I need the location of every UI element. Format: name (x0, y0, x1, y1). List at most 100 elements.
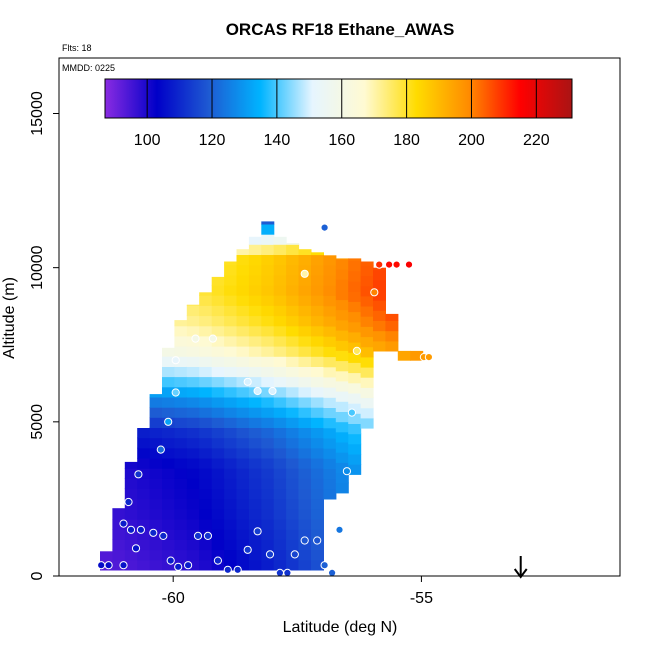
curtain-cell (236, 249, 250, 255)
curtain-cell (298, 325, 312, 337)
sample-point (404, 260, 414, 269)
curtain-cell (224, 305, 238, 317)
sample-point (124, 497, 133, 507)
curtain-cell (162, 347, 175, 357)
curtain-cell (298, 508, 312, 520)
curtain-cell (236, 295, 250, 306)
curtain-cell (311, 274, 324, 286)
curtain-cell (373, 300, 386, 311)
sample-point (156, 445, 165, 454)
curtain-cell (273, 407, 287, 418)
curtain-cell (311, 346, 324, 357)
curtain-cell (298, 437, 312, 449)
curtain-cell (224, 264, 238, 276)
curtain-cell (248, 295, 262, 306)
curtain-cell (360, 316, 374, 327)
curtain-cell (174, 457, 188, 469)
curtain-cell (186, 549, 200, 561)
curtain-cell (273, 559, 287, 571)
curtain-cell (286, 508, 300, 520)
curtain-cell (124, 529, 138, 540)
curtain-cell (311, 478, 324, 490)
curtain-cell (211, 417, 225, 428)
curtain-cell (286, 274, 300, 286)
curtain-cell (248, 508, 262, 520)
curtain-cell (149, 437, 163, 449)
curtain-cell (286, 407, 300, 418)
curtain-cell (273, 295, 287, 306)
curtain-cell (360, 265, 374, 276)
curtain-cell (224, 447, 238, 459)
curtain-cell (298, 386, 312, 398)
curtain-cell (224, 437, 238, 449)
curtain-cell (211, 468, 225, 479)
curtain-cell (162, 386, 175, 398)
curtain-cell (137, 457, 151, 469)
curtain-cell (124, 519, 138, 530)
curtain-cell (298, 447, 312, 459)
curtain-cell (199, 292, 213, 296)
curtain-cell (199, 447, 213, 459)
curtain-cell (186, 356, 200, 367)
curtain-cell (273, 519, 287, 530)
curtain-cell (311, 254, 324, 266)
curtain-cell (211, 407, 225, 418)
curtain-cell (174, 376, 188, 388)
curtain-cell (298, 249, 312, 255)
curtain-cell (261, 376, 275, 388)
curtain-cell (360, 261, 374, 266)
curtain-cell (286, 468, 300, 479)
curtain-cell (360, 377, 374, 388)
curtain-cell (236, 325, 250, 337)
curtain-cell (286, 376, 300, 388)
curtain-cell (348, 392, 362, 404)
curtain-cell (186, 315, 200, 327)
curtain-cell (199, 437, 213, 449)
curtain-cell (224, 386, 238, 398)
curtain-cell (385, 340, 399, 352)
curtain-cell (236, 539, 250, 551)
curtain-cell (112, 529, 126, 540)
curtain-cell (335, 452, 349, 463)
curtain-cell (261, 437, 275, 449)
curtain-cell (186, 396, 200, 408)
curtain-cell (248, 335, 262, 347)
curtain-cell (298, 356, 312, 367)
curtain-cell (335, 431, 349, 443)
sample-point (171, 388, 180, 397)
curtain-cell (261, 417, 275, 428)
curtain-cell (174, 356, 188, 367)
curtain-cell (348, 413, 362, 424)
curtain-cell (298, 305, 312, 317)
curtain-cell (335, 360, 349, 372)
curtain-cell (236, 284, 250, 296)
curtain-cell (323, 366, 337, 378)
curtain-cell (348, 362, 362, 374)
curtain-cell (261, 284, 275, 296)
curtain-cell (186, 519, 200, 530)
sample-point (243, 377, 252, 386)
curtain-cell (199, 366, 213, 378)
colorbar-tick-label: 100 (134, 132, 161, 149)
curtain-cell (236, 346, 250, 357)
curtain-cell (211, 559, 225, 571)
curtain-cell (286, 539, 300, 551)
curtain-cell (174, 417, 188, 428)
curtain-cell (286, 437, 300, 449)
curtain-cell (174, 498, 188, 510)
curtain-cell (174, 335, 188, 347)
curtain-cell (199, 427, 213, 439)
curtain-cell (311, 315, 324, 327)
curtain-cell (273, 488, 287, 500)
curtain-cell (248, 457, 262, 469)
colorbar: 100 120 140 160 180 200 220 (104, 78, 573, 149)
curtain-cell (236, 254, 250, 266)
sample-point (191, 334, 200, 343)
curtain-cell (311, 559, 324, 571)
curtain-cell (211, 427, 225, 439)
arrow-layer (513, 556, 528, 579)
curtain-cell (224, 407, 238, 418)
curtain-layer (100, 221, 424, 571)
sample-point (126, 525, 136, 534)
curtain-cell (248, 305, 262, 317)
